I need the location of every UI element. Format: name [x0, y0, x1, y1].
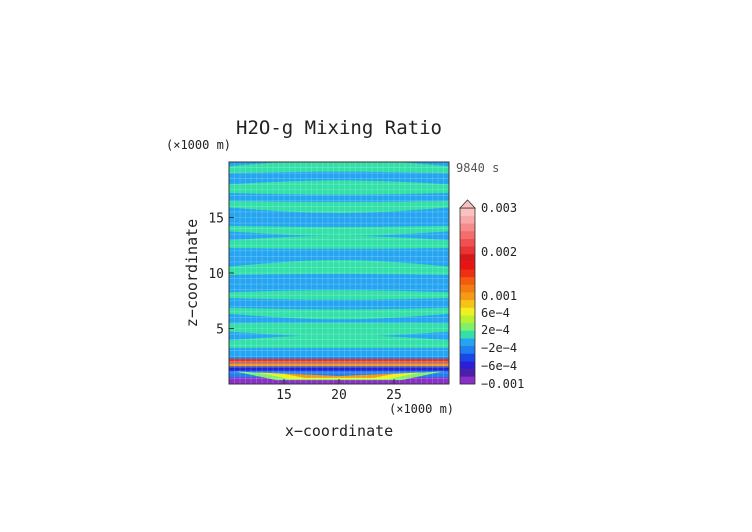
colorbar-label: 0.001: [481, 289, 517, 303]
field-band: [229, 322, 449, 337]
colorbar-swatch: [460, 276, 475, 285]
colorbar-label: 6e−4: [481, 306, 510, 320]
colorbar-label: 2e−4: [481, 323, 510, 337]
field-stripe-pink: [229, 361, 449, 363]
plume-yellow: [256, 372, 422, 380]
x-tick-label: 20: [331, 388, 347, 403]
colorbar-label: 0.002: [481, 245, 517, 259]
x-tick-label: 15: [276, 388, 292, 403]
field-band: [229, 335, 449, 348]
x-axis-ticks: 15 20 25: [276, 379, 402, 403]
colorbar-swatch: [460, 284, 475, 293]
colorbar-swatch: [460, 376, 475, 385]
colorbar-label: −6e−4: [481, 359, 517, 373]
field-band: [229, 180, 449, 195]
colorbar-label: 0.003: [481, 201, 517, 215]
colorbar-swatch: [460, 322, 475, 331]
y-tick-label: 15: [208, 212, 224, 227]
field-band: [229, 200, 449, 213]
y-tick-label: 10: [208, 267, 224, 282]
colorbar-swatch: [460, 292, 475, 301]
field-band: [229, 225, 449, 236]
y-unit-label: (×1000 m): [166, 138, 231, 152]
chart-title: H2O-g Mixing Ratio: [236, 117, 442, 139]
colorbar-labels: 0.003 0.002 0.001 6e−4 2e−4 −2e−4 −6e−4 −0.001: [481, 201, 524, 391]
colorbar-swatch: [460, 215, 475, 224]
time-label: 9840 s: [456, 161, 499, 175]
grid-layer: [229, 162, 449, 384]
x-axis-label: x−coordinate: [285, 422, 393, 440]
field-stripe-red: [229, 359, 449, 363]
colorbar-swatch: [460, 208, 475, 216]
colorbar-swatch: [460, 307, 475, 316]
y-axis-label: z−coordinate: [183, 219, 201, 327]
y-tick-label: 5: [216, 323, 224, 338]
x-tick-label: 25: [386, 388, 402, 403]
x-unit-label: (×1000 m): [389, 402, 454, 416]
colorbar-swatch: [460, 261, 475, 270]
colorbar-swatch: [460, 230, 475, 239]
colorbar-swatch: [460, 345, 475, 354]
colorbar-swatch: [460, 361, 475, 369]
plume-orange: [281, 373, 397, 378]
colorbar-swatch: [460, 315, 475, 324]
colorbar-swatch: [460, 223, 475, 232]
colorbar-swatch: [460, 353, 475, 362]
colorbar-swatch: [460, 330, 475, 339]
field-band: [229, 260, 449, 275]
plot-area: [228, 161, 450, 385]
colorbar-swatch: [460, 269, 475, 278]
field-stripe-blue: [229, 366, 449, 371]
field-stripe-orange: [229, 363, 449, 367]
field-band: [229, 162, 449, 174]
colorbar-swatch: [460, 238, 475, 247]
colorbar-swatch: [460, 299, 475, 308]
field-band: [229, 290, 449, 300]
colorbar: [459, 199, 476, 385]
y-axis-ticks: 5 10 15: [208, 212, 234, 338]
field-band: [229, 235, 449, 249]
colorbar-swatch: [460, 246, 475, 255]
colorbar-swatch: [460, 253, 475, 262]
colorbar-swatch: [460, 338, 475, 347]
colorbar-label: −0.001: [481, 377, 524, 391]
field-layer: [229, 162, 449, 384]
colorbar-swatch: [460, 368, 475, 377]
colorbar-label: −2e−4: [481, 341, 517, 355]
colorbar-max-arrow: [459, 199, 476, 209]
field-band: [229, 307, 449, 320]
